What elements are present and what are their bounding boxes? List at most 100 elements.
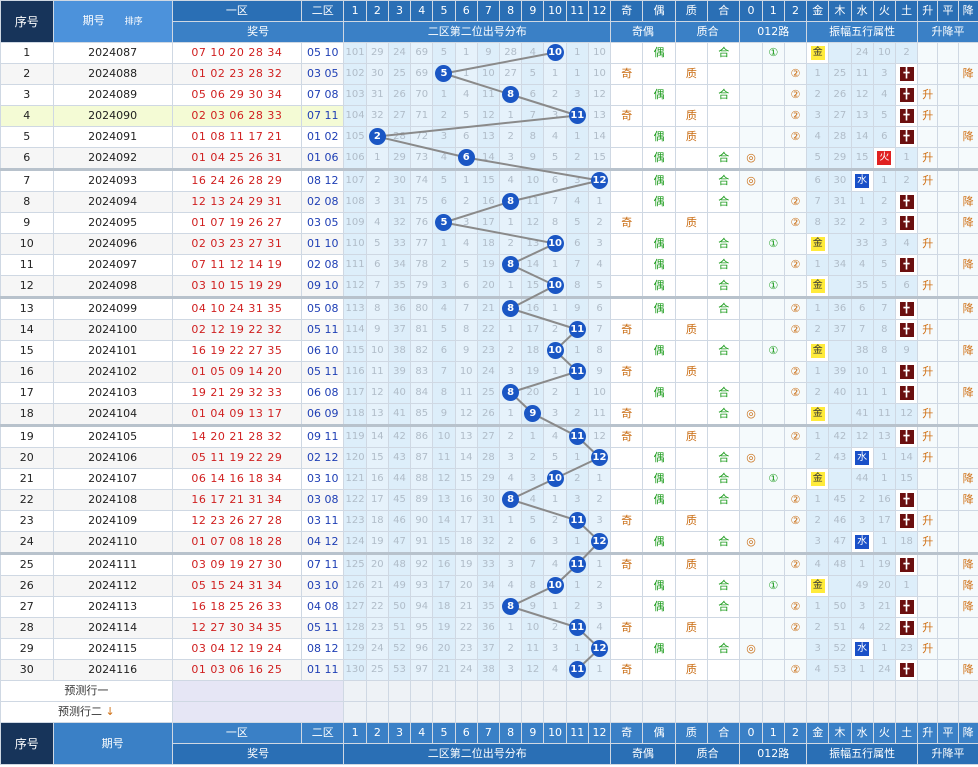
zhihe-he-cell bbox=[707, 319, 741, 341]
zhihe-he-cell: 合 bbox=[707, 468, 741, 490]
predict-cell[interactable] bbox=[521, 680, 545, 702]
wx-miss-cell bbox=[828, 575, 852, 597]
predict-cell[interactable] bbox=[387, 680, 412, 702]
predict-cell[interactable] bbox=[828, 680, 852, 702]
predict-cell[interactable] bbox=[806, 701, 830, 723]
predict-cell[interactable] bbox=[565, 680, 589, 702]
zhihe-he-cell: 合 bbox=[707, 191, 741, 213]
dist-miss-cell: 2 bbox=[365, 168, 389, 192]
predict-cell[interactable] bbox=[543, 701, 567, 723]
predict-cell[interactable] bbox=[499, 701, 523, 723]
dist-miss-cell: 2 bbox=[565, 468, 589, 490]
header-zhihe: 质合 bbox=[674, 21, 741, 43]
predict-cell[interactable] bbox=[806, 680, 830, 702]
lu-1-cell bbox=[761, 510, 785, 532]
predict-cell[interactable] bbox=[587, 701, 612, 723]
predict-cell[interactable] bbox=[365, 701, 389, 723]
predict-cell[interactable] bbox=[454, 701, 478, 723]
predict-cell[interactable] bbox=[872, 680, 896, 702]
wx-miss-cell: 8 bbox=[872, 340, 896, 362]
predict-cell[interactable] bbox=[642, 680, 676, 702]
predict-label[interactable]: 预测行二 ↓ bbox=[0, 701, 173, 723]
dist-miss-cell: 80 bbox=[410, 296, 434, 320]
predict-cell[interactable] bbox=[476, 680, 501, 702]
sort-button[interactable]: 排序 bbox=[124, 17, 143, 27]
predict-cell[interactable] bbox=[957, 680, 978, 702]
zhihe-he-cell bbox=[707, 552, 741, 576]
predict-cell[interactable] bbox=[499, 680, 523, 702]
dist-miss-cell: 1 bbox=[587, 468, 612, 490]
wx-miss-cell: 16 bbox=[872, 489, 896, 511]
predict-cell[interactable] bbox=[543, 680, 567, 702]
predict-cell[interactable] bbox=[957, 701, 978, 723]
header-qihao: 期号 排序 bbox=[52, 0, 173, 43]
predict-input-area[interactable] bbox=[171, 680, 345, 702]
lu-mark: ◎ bbox=[746, 451, 756, 464]
predict-cell[interactable] bbox=[783, 680, 808, 702]
row-zone2: 06 09 bbox=[301, 403, 345, 426]
dist-miss-cell: 1 bbox=[365, 147, 389, 170]
lu-mark: ◎ bbox=[746, 535, 756, 548]
jiou-odd-cell bbox=[610, 42, 644, 64]
predict-label[interactable]: 预测行一 bbox=[0, 680, 173, 702]
predict-cell[interactable] bbox=[937, 680, 959, 702]
arrow-down-icon[interactable]: ↓ bbox=[102, 705, 115, 718]
predict-cell[interactable] bbox=[828, 701, 852, 723]
predict-cell[interactable] bbox=[850, 680, 874, 702]
lu-mark: ② bbox=[790, 514, 801, 527]
predict-cell[interactable] bbox=[587, 680, 612, 702]
predict-cell[interactable] bbox=[917, 680, 939, 702]
predict-cell[interactable] bbox=[872, 701, 896, 723]
predict-cell[interactable] bbox=[674, 701, 709, 723]
predict-cell[interactable] bbox=[343, 701, 367, 723]
predict-cell[interactable] bbox=[739, 680, 763, 702]
predict-cell[interactable] bbox=[674, 680, 709, 702]
predict-cell[interactable] bbox=[432, 701, 456, 723]
wx-hit-cell: ╋ bbox=[894, 596, 919, 618]
dist-miss-cell: 14 bbox=[476, 147, 501, 170]
predict-cell[interactable] bbox=[454, 680, 478, 702]
row-zone2: 05 11 bbox=[301, 361, 345, 383]
predict-cell[interactable] bbox=[365, 680, 389, 702]
wx-mark: ╋ bbox=[899, 386, 914, 400]
row-seq: 10 bbox=[0, 233, 54, 255]
predict-cell[interactable] bbox=[783, 701, 808, 723]
predict-cell[interactable] bbox=[410, 701, 434, 723]
jiou-even-cell: 偶 bbox=[642, 84, 676, 106]
dist-miss-cell: 9 bbox=[432, 403, 456, 426]
row-zone2: 03 05 bbox=[301, 212, 345, 234]
jiou-even-cell: 偶 bbox=[642, 489, 676, 511]
predict-cell[interactable] bbox=[707, 701, 741, 723]
table-row: 3 2024089 05 06 29 30 34 07 08 103 31 26 70 1 4 11… bbox=[0, 84, 978, 106]
row-zone2: 02 12 bbox=[301, 447, 345, 469]
lu-2-cell: ② bbox=[783, 489, 808, 511]
header-dist-num: 3 bbox=[387, 722, 412, 744]
dist-miss-cell: 9 bbox=[521, 596, 545, 618]
predict-cell[interactable] bbox=[894, 680, 919, 702]
predict-cell[interactable] bbox=[917, 701, 939, 723]
predict-cell[interactable] bbox=[937, 701, 959, 723]
predict-cell[interactable] bbox=[850, 701, 874, 723]
predict-cell[interactable] bbox=[610, 701, 644, 723]
predict-cell[interactable] bbox=[387, 701, 412, 723]
predict-cell[interactable] bbox=[410, 680, 434, 702]
predict-cell[interactable] bbox=[761, 680, 785, 702]
dist-miss-cell: 1 bbox=[565, 531, 589, 554]
wx-hit-cell: ╋ bbox=[894, 84, 919, 106]
predict-input-area[interactable] bbox=[171, 701, 345, 723]
predict-cell[interactable] bbox=[739, 701, 763, 723]
predict-cell[interactable] bbox=[565, 701, 589, 723]
predict-cell[interactable] bbox=[343, 680, 367, 702]
sj-2-cell bbox=[957, 447, 978, 469]
dist-hit-cell: 10 bbox=[543, 340, 567, 362]
predict-cell[interactable] bbox=[894, 701, 919, 723]
predict-cell[interactable] bbox=[432, 680, 456, 702]
dist-miss-cell: 18 bbox=[365, 510, 389, 532]
header-dist-num: 1 bbox=[343, 722, 367, 744]
predict-cell[interactable] bbox=[761, 701, 785, 723]
predict-cell[interactable] bbox=[642, 701, 676, 723]
predict-cell[interactable] bbox=[476, 701, 501, 723]
predict-cell[interactable] bbox=[707, 680, 741, 702]
predict-cell[interactable] bbox=[521, 701, 545, 723]
predict-cell[interactable] bbox=[610, 680, 644, 702]
